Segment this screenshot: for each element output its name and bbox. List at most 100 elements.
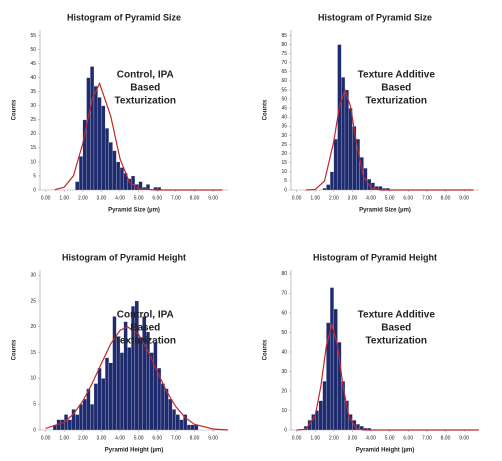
y-tick-label: 30 xyxy=(281,369,287,375)
y-tick-label: 25 xyxy=(30,117,36,123)
x-tick-label: 7.00 xyxy=(422,435,432,441)
bar xyxy=(333,308,338,431)
y-tick-label: 50 xyxy=(30,47,36,53)
bar xyxy=(78,156,83,191)
x-tick-label: 0.00 xyxy=(41,195,51,201)
x-tick-label: 6.00 xyxy=(152,195,162,201)
x-axis-label: Pyramid Height (µm) xyxy=(356,448,414,454)
chart-title: Histogram of Pyramid Size xyxy=(318,12,432,22)
x-tick-label: 7.00 xyxy=(422,195,432,201)
bar xyxy=(138,336,143,431)
y-tick-label: 80 xyxy=(281,42,287,48)
y-tick-label: 20 xyxy=(281,151,287,157)
x-tick-label: 1.00 xyxy=(59,195,69,201)
bar xyxy=(82,398,87,431)
bar xyxy=(101,378,106,431)
y-tick-label: 40 xyxy=(30,75,36,81)
y-tick-label: 25 xyxy=(30,298,36,304)
bar xyxy=(119,352,124,431)
x-tick-label: 6.00 xyxy=(152,435,162,441)
annotation: Based xyxy=(130,322,160,333)
y-axis-label: Counts xyxy=(12,99,18,120)
x-tick-label: 3.00 xyxy=(97,195,107,201)
y-tick-label: 25 xyxy=(281,142,287,148)
x-tick-label: 0.00 xyxy=(41,435,51,441)
x-tick-label: 7.00 xyxy=(171,195,181,201)
bar xyxy=(90,66,95,191)
x-tick-label: 2.00 xyxy=(329,435,339,441)
bar xyxy=(90,404,95,431)
bar xyxy=(108,362,113,431)
x-axis-label: Pyramid Height (µm) xyxy=(105,448,163,454)
bar xyxy=(153,342,158,431)
y-tick-label: 45 xyxy=(281,106,287,112)
x-tick-label: 8.00 xyxy=(190,435,200,441)
bar xyxy=(119,167,124,191)
bar xyxy=(116,336,121,431)
y-tick-label: 5 xyxy=(33,173,36,179)
y-tick-label: 40 xyxy=(281,349,287,355)
x-tick-label: 1.00 xyxy=(59,435,69,441)
y-tick-label: 30 xyxy=(30,103,36,109)
x-tick-label: 0.00 xyxy=(292,195,302,201)
annotation: Based xyxy=(381,82,411,93)
x-tick-label: 9.00 xyxy=(208,195,218,201)
x-tick-label: 0.00 xyxy=(292,435,302,441)
annotation: Texturization xyxy=(366,95,427,106)
y-tick-label: 0 xyxy=(284,187,287,193)
fit-curve xyxy=(54,81,223,191)
bar xyxy=(172,409,176,431)
bar xyxy=(101,105,106,191)
y-tick-label: 70 xyxy=(281,60,287,66)
x-tick-label: 4.00 xyxy=(115,195,125,201)
x-tick-label: 8.00 xyxy=(441,195,451,201)
annotation: Texture Additive xyxy=(358,309,436,320)
bar xyxy=(105,357,109,431)
chart-title: Histogram of Pyramid Height xyxy=(313,252,437,262)
y-tick-label: 15 xyxy=(30,350,36,356)
y-tick-label: 35 xyxy=(30,89,36,95)
x-tick-label: 3.00 xyxy=(97,435,107,441)
x-tick-label: 8.00 xyxy=(441,435,451,441)
x-tick-label: 2.00 xyxy=(329,195,339,201)
y-tick-label: 10 xyxy=(30,376,36,382)
bar xyxy=(131,175,136,191)
bar xyxy=(127,347,132,431)
x-tick-label: 2.00 xyxy=(78,195,88,201)
bar xyxy=(190,424,195,431)
bar xyxy=(138,181,143,191)
y-tick-label: 20 xyxy=(281,388,287,394)
bar xyxy=(179,419,184,431)
y-tick-label: 5 xyxy=(284,178,287,184)
x-axis-label: Pyramid Size (µm) xyxy=(359,208,411,214)
y-tick-label: 65 xyxy=(281,69,287,75)
y-tick-label: 35 xyxy=(281,124,287,130)
y-tick-label: 80 xyxy=(281,271,287,277)
y-tick-label: 10 xyxy=(281,169,287,175)
y-tick-label: 0 xyxy=(284,427,287,433)
annotation: Control, IPA xyxy=(117,309,174,320)
bar xyxy=(108,142,113,191)
y-tick-label: 70 xyxy=(281,291,287,297)
bar xyxy=(322,381,327,431)
x-tick-label: 9.00 xyxy=(208,435,218,441)
bar xyxy=(186,424,191,431)
y-tick-label: 85 xyxy=(281,33,287,39)
fit-curve xyxy=(296,322,479,431)
y-tick-label: 55 xyxy=(281,87,287,93)
chart-title: Histogram of Pyramid Height xyxy=(62,252,186,262)
x-tick-label: 5.00 xyxy=(385,435,395,441)
bar xyxy=(175,414,180,431)
annotation: Texturization xyxy=(366,335,427,346)
x-tick-label: 5.00 xyxy=(385,195,395,201)
x-tick-label: 1.00 xyxy=(310,435,320,441)
x-tick-label: 2.00 xyxy=(78,435,88,441)
x-tick-label: 5.00 xyxy=(134,435,144,441)
x-tick-label: 4.00 xyxy=(366,435,376,441)
y-tick-label: 60 xyxy=(281,310,287,316)
bar xyxy=(93,86,98,191)
bar xyxy=(112,316,117,431)
bar xyxy=(344,89,349,191)
bar xyxy=(105,128,109,191)
bar xyxy=(78,404,83,431)
